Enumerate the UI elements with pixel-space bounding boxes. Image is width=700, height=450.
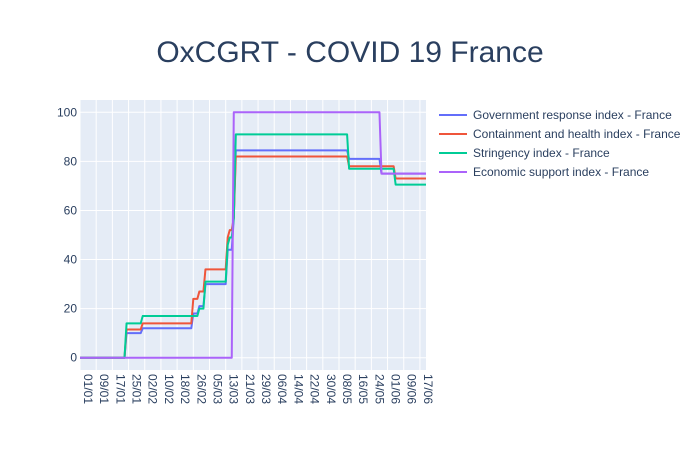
- y-tick-label: 20: [64, 302, 78, 316]
- x-tick-label: 01/01: [81, 374, 95, 404]
- x-tick-label: 01/06: [389, 374, 403, 404]
- legend-item[interactable]: Economic support index - France: [439, 165, 649, 179]
- legend: Government response index - France Contai…: [439, 108, 681, 179]
- x-tick-label: 26/02: [194, 374, 208, 404]
- legend-label: Stringency index - France: [473, 146, 610, 160]
- x-tick-label: 16/05: [356, 374, 370, 404]
- y-tick-label: 80: [64, 154, 78, 168]
- x-tick-label: 18/02: [178, 374, 192, 404]
- x-tick-label: 22/04: [308, 374, 322, 404]
- x-tick-label: 24/05: [372, 374, 386, 404]
- legend-item[interactable]: Containment and health index - France: [439, 127, 681, 141]
- series-line-4: [80, 111, 426, 359]
- x-tick-label: 30/04: [324, 374, 338, 404]
- y-tick-label: 60: [64, 203, 78, 217]
- plot-background: [80, 100, 426, 370]
- x-tick-label: 14/04: [291, 374, 305, 404]
- x-tick-label: 05/03: [210, 374, 224, 404]
- x-tick-label: 10/02: [162, 374, 176, 404]
- x-tick-label: 09/06: [405, 374, 419, 404]
- x-tick-label: 17/06: [421, 374, 435, 404]
- x-tick-label: 09/01: [97, 374, 111, 404]
- legend-label: Government response index - France: [473, 108, 672, 122]
- y-tick-label: 40: [64, 253, 78, 267]
- y-axis-ticks: 0 20 40 60 80 100: [57, 105, 77, 364]
- y-tick-label: 100: [57, 105, 77, 119]
- x-tick-label: 13/03: [227, 374, 241, 404]
- x-tick-label: 08/05: [340, 374, 354, 404]
- chart-title: OxCGRT - COVID 19 France: [156, 36, 544, 69]
- legend-label: Economic support index - France: [473, 165, 649, 179]
- y-tick-label: 0: [70, 351, 77, 365]
- x-tick-label: 02/02: [146, 374, 160, 404]
- legend-item[interactable]: Government response index - France: [439, 108, 672, 122]
- x-tick-label: 21/03: [243, 374, 257, 404]
- x-tick-label: 06/04: [275, 374, 289, 404]
- legend-label: Containment and health index - France: [473, 127, 681, 141]
- x-tick-label: 29/03: [259, 374, 273, 404]
- x-tick-label: 25/01: [130, 374, 144, 404]
- x-axis-ticks: 01/01 09/01 17/01 25/01 02/02 10/02 18/02 26/02…: [81, 374, 435, 404]
- grid-lines: [79, 100, 426, 370]
- series-lines: [80, 111, 426, 359]
- legend-item[interactable]: Stringency index - France: [439, 146, 610, 160]
- series-line-3: [80, 133, 426, 359]
- x-tick-label: 17/01: [113, 374, 127, 404]
